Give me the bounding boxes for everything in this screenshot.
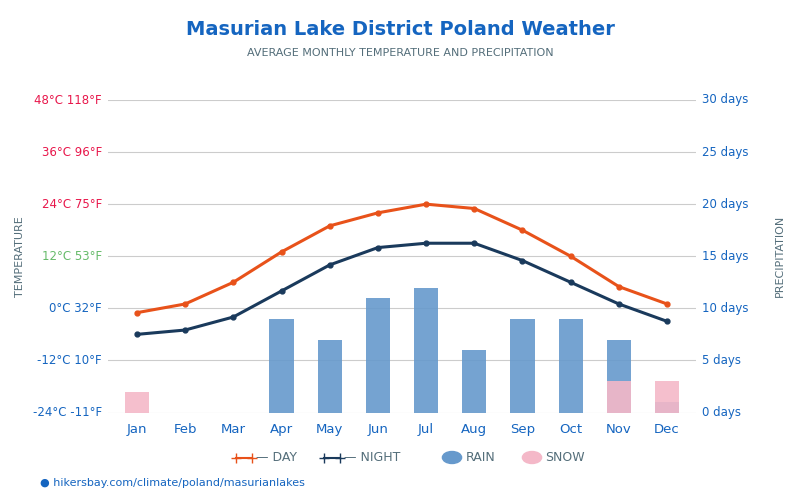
Bar [462,350,486,412]
Text: SNOW: SNOW [546,451,586,464]
Bar [414,288,438,412]
Bar [366,298,390,412]
Bar [510,319,534,412]
Text: 36°C 96°F: 36°C 96°F [42,146,102,158]
Bar [318,340,342,412]
Text: AVERAGE MONTHLY TEMPERATURE AND PRECIPITATION: AVERAGE MONTHLY TEMPERATURE AND PRECIPIT… [246,48,554,58]
Bar [655,381,679,412]
Bar [607,381,631,412]
Text: 25 days: 25 days [702,146,748,158]
Text: -12°C 10°F: -12°C 10°F [38,354,102,367]
Bar [607,340,631,412]
Text: -24°C -11°F: -24°C -11°F [33,406,102,419]
Text: RAIN: RAIN [466,451,495,464]
Text: — DAY: — DAY [256,451,297,464]
Text: Masurian Lake District Poland Weather: Masurian Lake District Poland Weather [186,20,614,39]
Text: 0°C 32°F: 0°C 32°F [50,302,102,315]
Bar [125,392,149,412]
Text: 12°C 53°F: 12°C 53°F [42,250,102,263]
Text: ● hikersbay.com/climate/poland/masurianlakes: ● hikersbay.com/climate/poland/masurianl… [40,478,305,488]
Bar [270,319,294,412]
Text: 0 days: 0 days [702,406,741,419]
Text: 10 days: 10 days [702,302,748,315]
Text: — NIGHT: — NIGHT [344,451,400,464]
Text: PRECIPITATION: PRECIPITATION [775,215,785,298]
Text: TEMPERATURE: TEMPERATURE [15,216,25,296]
Text: 24°C 75°F: 24°C 75°F [42,198,102,210]
Text: 5 days: 5 days [702,354,741,367]
Text: 20 days: 20 days [702,198,748,210]
Text: 15 days: 15 days [702,250,748,262]
Text: 48°C 118°F: 48°C 118°F [34,94,102,106]
Text: 30 days: 30 days [702,94,748,106]
Bar [558,319,582,412]
Bar [655,402,679,412]
